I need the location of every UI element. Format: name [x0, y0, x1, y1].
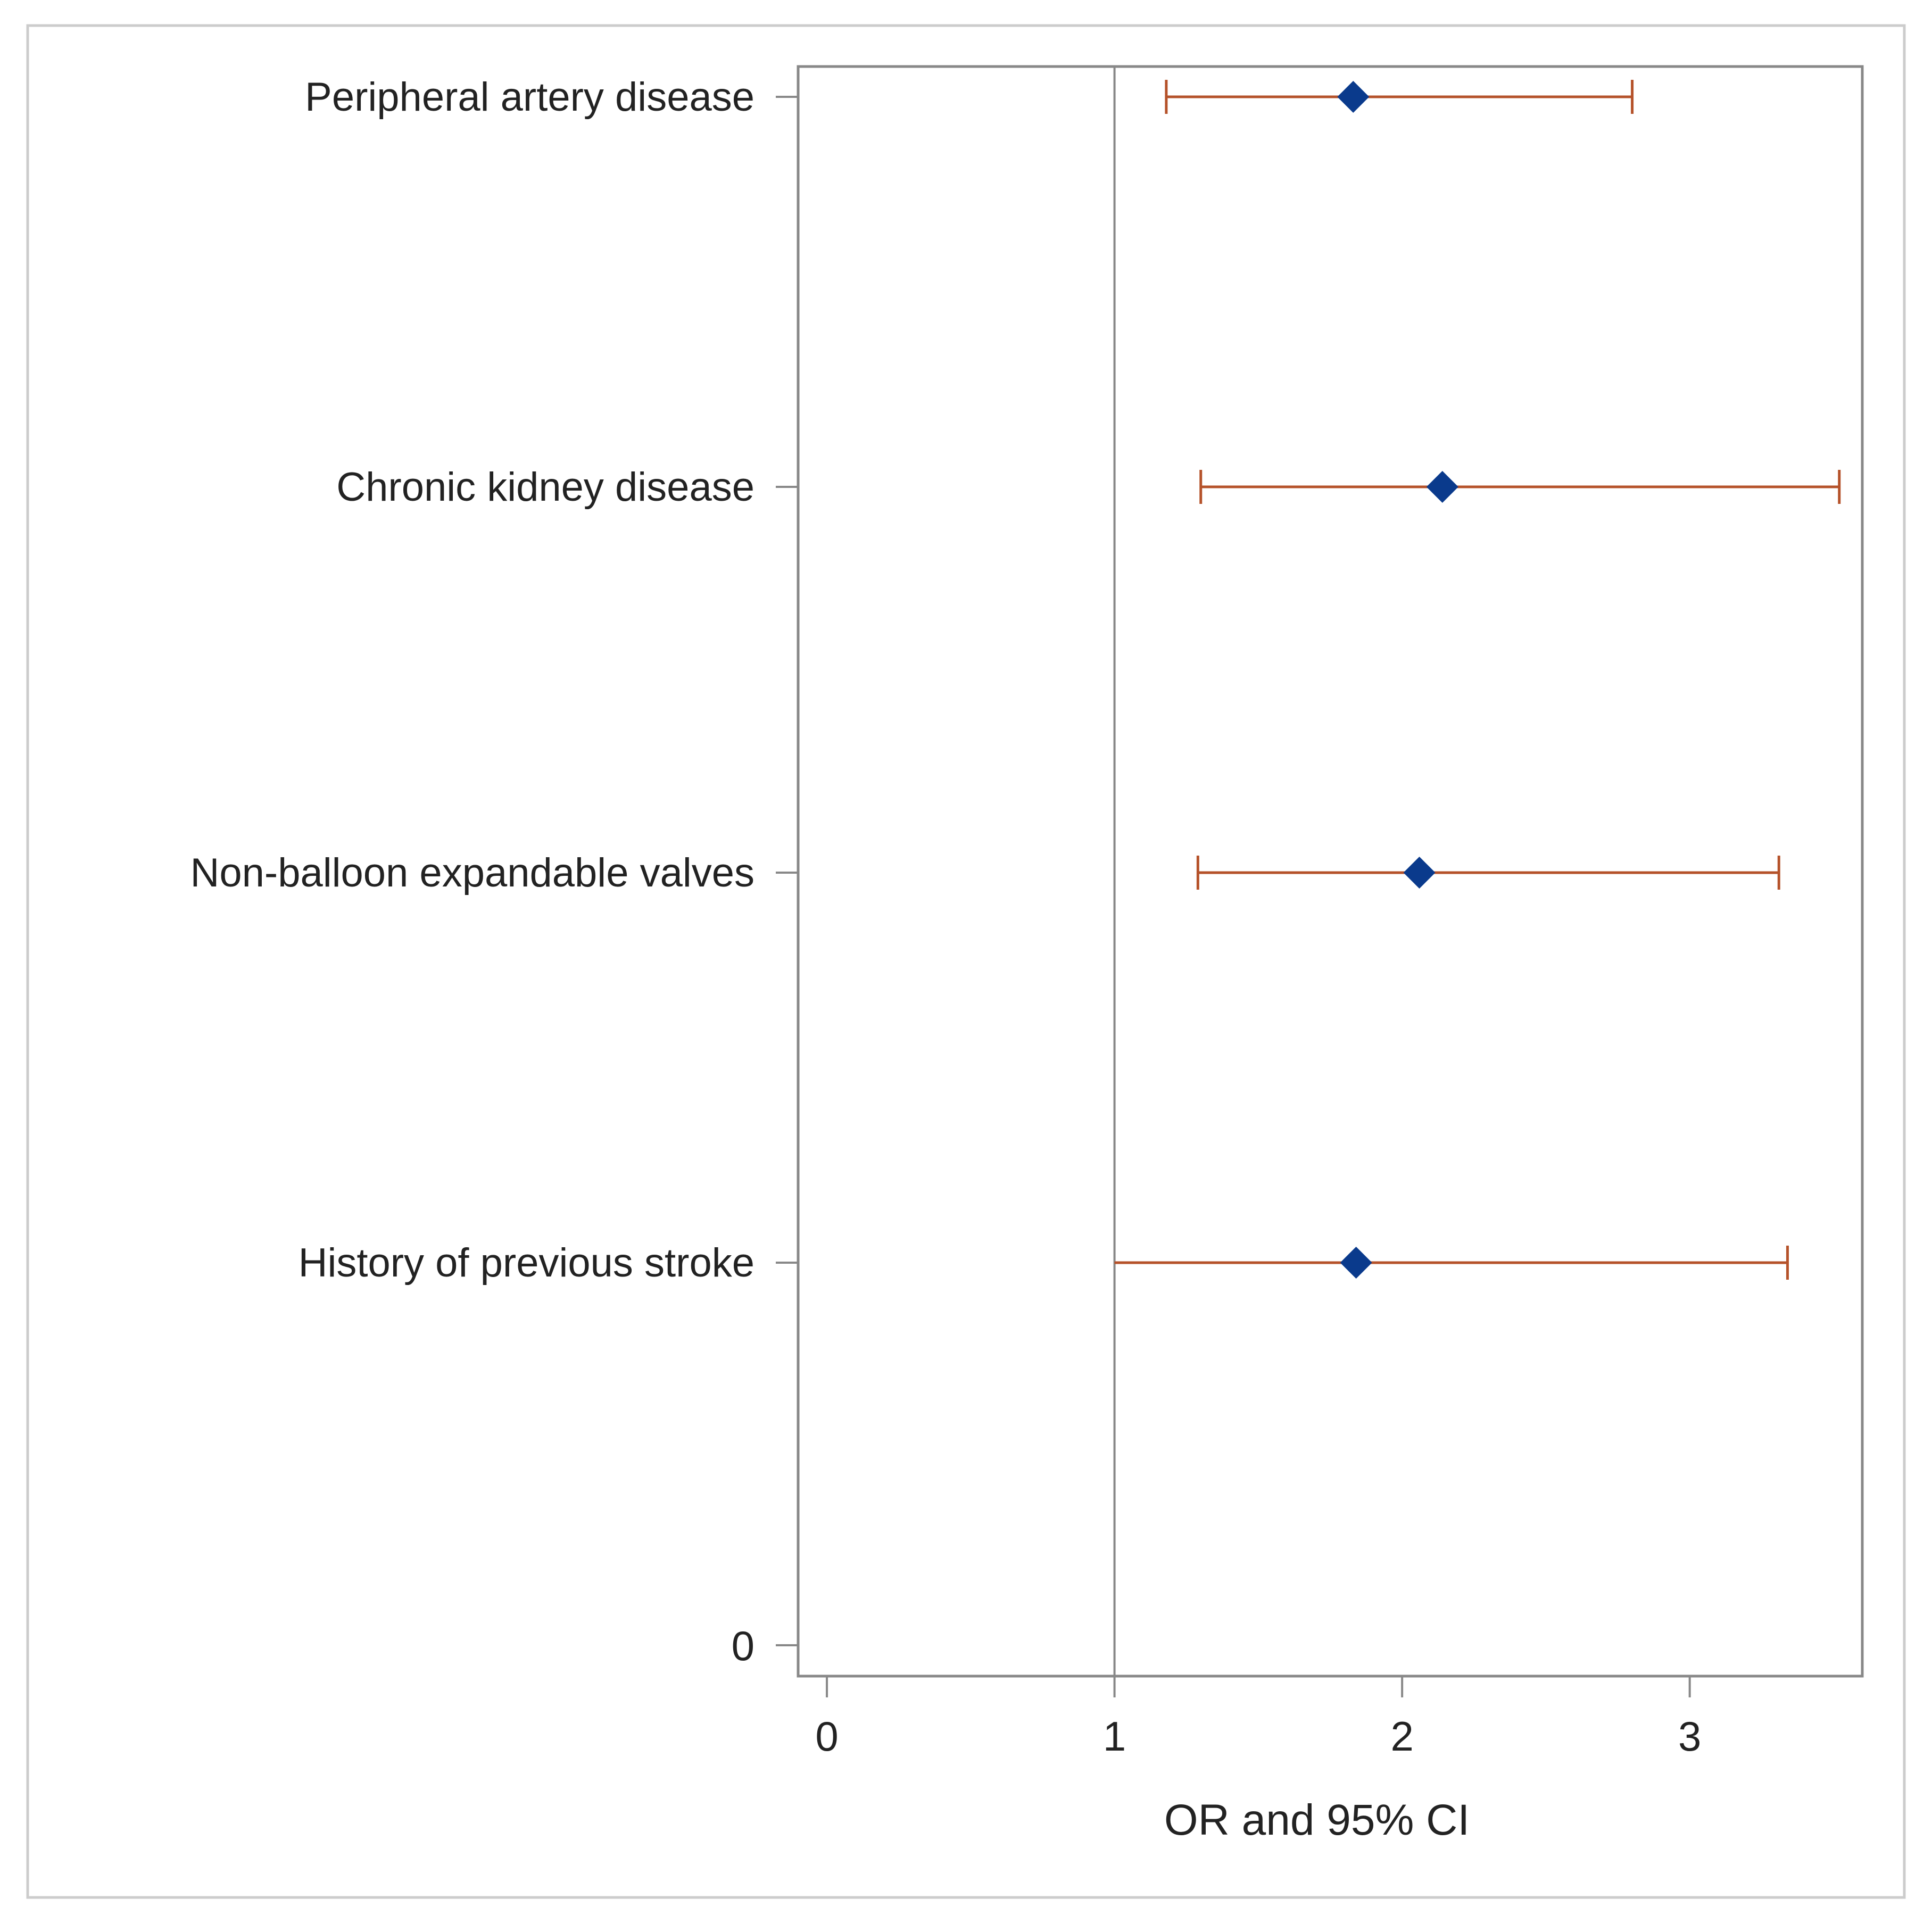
x-axis-title: OR and 95% CI: [1164, 1796, 1470, 1844]
or-point: [1337, 81, 1370, 113]
x-tick-label: 0: [815, 1713, 838, 1760]
y-category-label: Chronic kidney disease: [336, 465, 754, 510]
or-point: [1340, 1247, 1372, 1279]
y-axis: Peripheral artery disease Chronic kidney …: [190, 74, 798, 1669]
y-category-label: Non-balloon expandable valves: [190, 850, 754, 896]
or-point: [1426, 471, 1458, 503]
y-category-label: History of previous stroke: [298, 1240, 754, 1286]
x-tick-label: 3: [1678, 1713, 1701, 1760]
x-tick-label: 1: [1103, 1713, 1126, 1760]
x-axis: 0 1 2 3: [815, 1676, 1701, 1760]
plot-frame: [797, 65, 1864, 1678]
outer-border: [26, 24, 1906, 1899]
data-marks: [1114, 80, 1841, 1280]
or-point: [1403, 857, 1436, 889]
y-tick-label: 0: [732, 1622, 754, 1669]
x-tick-label: 2: [1390, 1713, 1413, 1760]
y-category-label: Peripheral artery disease: [305, 74, 754, 120]
